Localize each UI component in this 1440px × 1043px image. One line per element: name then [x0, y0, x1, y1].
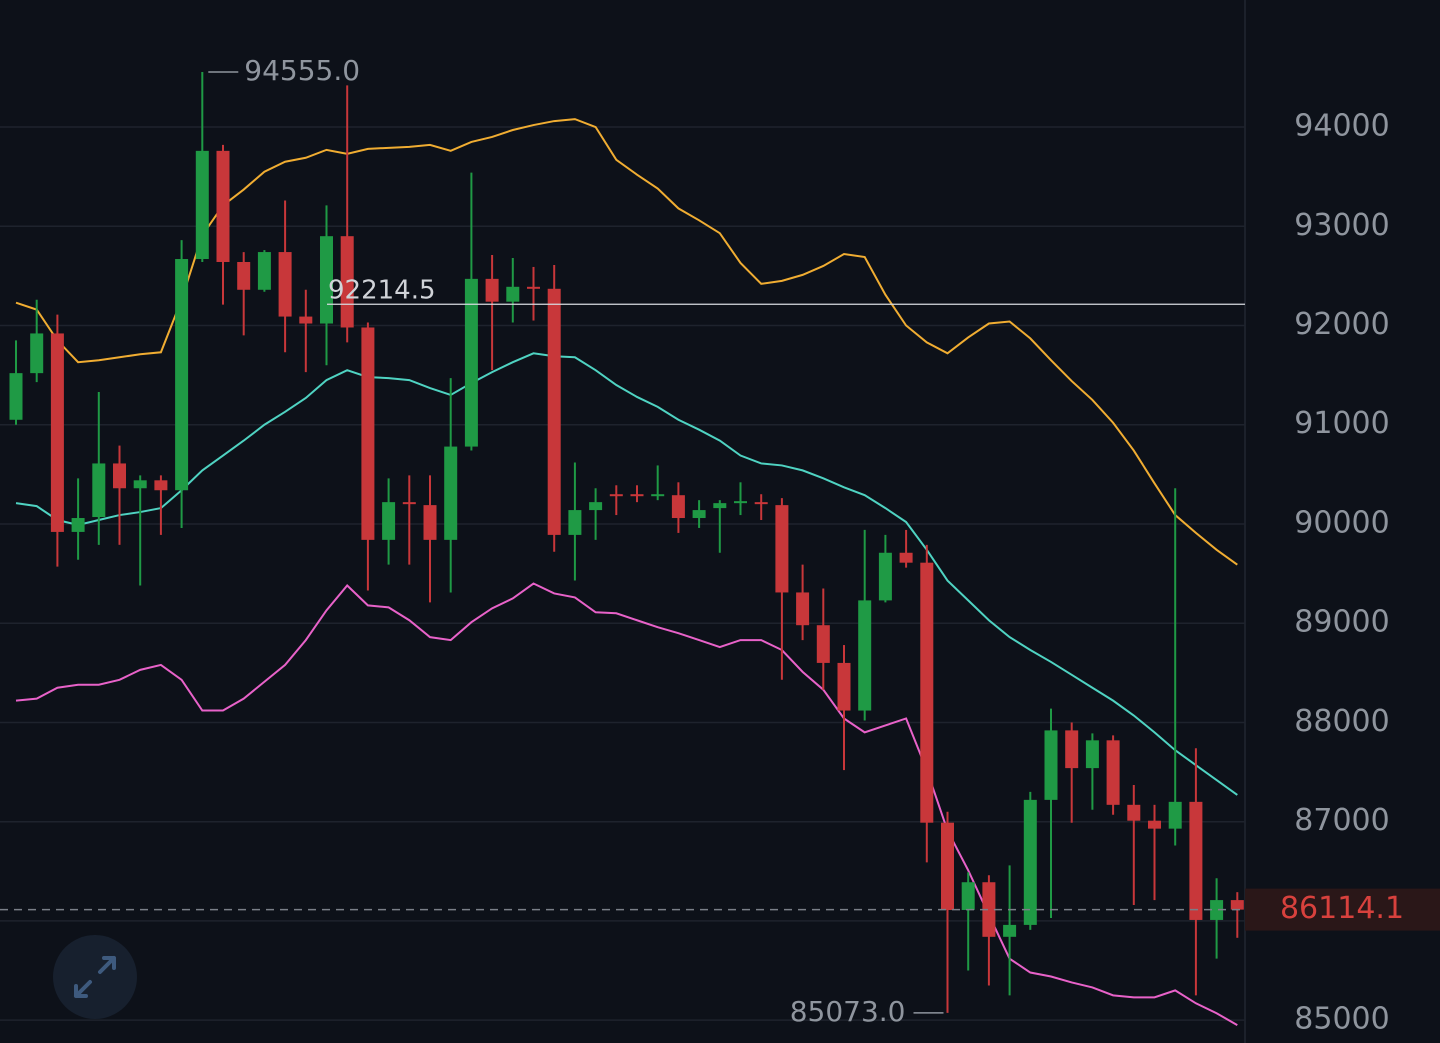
candle-body	[1065, 730, 1079, 769]
expand-button[interactable]	[53, 935, 137, 1019]
candle-body	[423, 505, 437, 540]
candle-body	[444, 446, 458, 540]
y-tick-label: 92000	[1294, 307, 1389, 342]
y-tick-label: 87000	[1294, 803, 1389, 838]
candle-body	[816, 625, 830, 663]
candle-body	[278, 252, 292, 317]
candle-body	[1106, 740, 1120, 805]
candle-body	[547, 288, 561, 535]
candle-body	[113, 463, 126, 489]
y-tick-label: 90000	[1294, 505, 1389, 540]
candle-body	[878, 552, 892, 601]
candle-body	[1085, 740, 1099, 769]
candle-body	[175, 259, 189, 491]
candle-body	[402, 502, 416, 505]
candle-body	[1148, 820, 1161, 829]
candle-body	[464, 278, 478, 447]
candle-body	[133, 480, 147, 489]
candle-body	[1023, 799, 1037, 925]
candle-body	[216, 150, 230, 262]
candle-body	[713, 503, 727, 509]
expand-button-bg[interactable]	[53, 935, 137, 1019]
y-tick-label: 88000	[1294, 704, 1389, 739]
candle-body	[651, 494, 665, 497]
candle-body	[692, 510, 706, 519]
high-label: 94555.0	[244, 54, 360, 87]
candle-body	[899, 552, 913, 563]
candle-body	[257, 252, 271, 290]
candle-body	[71, 518, 85, 532]
candle-body	[920, 562, 934, 823]
candle-body	[237, 261, 251, 290]
candle-body	[754, 502, 768, 505]
candle-body	[630, 494, 644, 497]
candle-body	[485, 278, 499, 302]
candle-body	[734, 501, 747, 504]
candle-body	[609, 494, 623, 497]
candle-body	[299, 316, 313, 324]
candle-body	[589, 502, 603, 511]
candle-body	[30, 333, 44, 374]
candle-body	[1127, 804, 1141, 821]
candle-body	[941, 822, 954, 911]
candle-body	[961, 882, 975, 911]
band-line	[15, 582, 1238, 1027]
candle-body	[361, 327, 375, 540]
candle-body	[1210, 900, 1224, 920]
candle-body	[982, 882, 996, 937]
candle-body	[1189, 801, 1203, 920]
plot: 8500086000870008800089000900009100092000…	[0, 54, 1440, 1037]
last-price-tag	[1245, 888, 1440, 931]
candle-body	[775, 505, 789, 593]
candle-body	[92, 463, 106, 518]
candle-body	[1044, 730, 1058, 800]
candle-body	[9, 373, 23, 420]
candle-body	[320, 236, 333, 324]
candle-body	[195, 150, 209, 260]
y-tick-label: 94000	[1294, 109, 1389, 144]
candle-body	[1168, 801, 1182, 829]
crosshair-label: 92214.5	[328, 276, 436, 306]
expand-icon[interactable]	[74, 956, 116, 998]
candle-body	[858, 600, 872, 711]
candle-body	[837, 662, 851, 711]
y-tick-label: 93000	[1294, 208, 1389, 243]
candle-body	[506, 286, 520, 302]
candle-body	[1003, 924, 1017, 937]
candle-body	[527, 286, 540, 289]
y-tick-label: 85000	[1294, 1002, 1389, 1037]
candle-body	[568, 510, 582, 535]
candle-body	[382, 502, 396, 540]
candle-body	[154, 480, 168, 491]
y-tick-label: 91000	[1294, 406, 1389, 441]
candle-body	[671, 495, 685, 519]
band-line	[15, 352, 1238, 796]
candle-body	[50, 333, 64, 532]
y-tick-label: 89000	[1294, 605, 1389, 640]
candle-body	[796, 592, 810, 626]
low-label: 85073.0	[790, 995, 906, 1028]
candle-body	[1230, 900, 1244, 910]
last-price-label: 86114.1	[1280, 891, 1404, 926]
